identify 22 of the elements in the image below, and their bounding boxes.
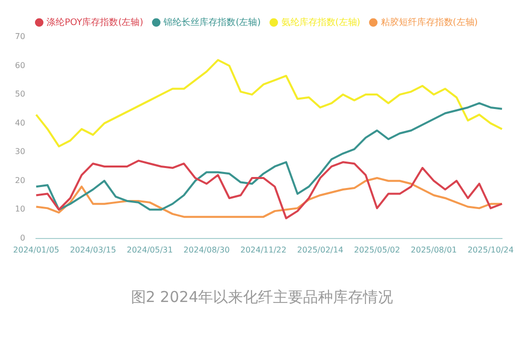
legend-label: 锦纶长丝库存指数(左轴) — [162, 16, 261, 28]
x-tick-label: 2025/05/02 — [354, 245, 400, 254]
x-tick-label: 2025/10/24 — [468, 245, 514, 254]
y-tick-label: 20 — [14, 176, 26, 185]
y-tick-label: 40 — [14, 118, 26, 128]
y-tick-label: 0 — [20, 233, 26, 242]
legend-label: 氨纶库存指数(左轴) — [281, 16, 360, 28]
y-tick-label: 30 — [14, 147, 26, 156]
caption: 图2 2024年以来化纤主要品种库存情况 — [130, 288, 394, 307]
y-tick-label: 10 — [14, 204, 26, 214]
legend-label: 粘胶短纤库存指数(左轴) — [380, 16, 478, 28]
legend-label: 涤纶POY库存指数(左轴) — [46, 16, 144, 28]
y-tick-label: 50 — [14, 90, 26, 99]
x-tick-label: 2024/03/15 — [70, 245, 116, 254]
y-tick-label: 60 — [14, 60, 26, 70]
y-tick-label: 70 — [14, 32, 26, 42]
x-tick-label: 2024/08/30 — [184, 245, 230, 254]
x-tick-label: 2024/01/05 — [13, 245, 60, 254]
x-tick-label: 2025/08/01 — [410, 245, 457, 254]
x-tick-label: 2024/11/22 — [240, 245, 286, 254]
x-tick-label: 2025/02/14 — [297, 245, 344, 254]
x-tick-label: 2024/05/31 — [126, 245, 173, 254]
